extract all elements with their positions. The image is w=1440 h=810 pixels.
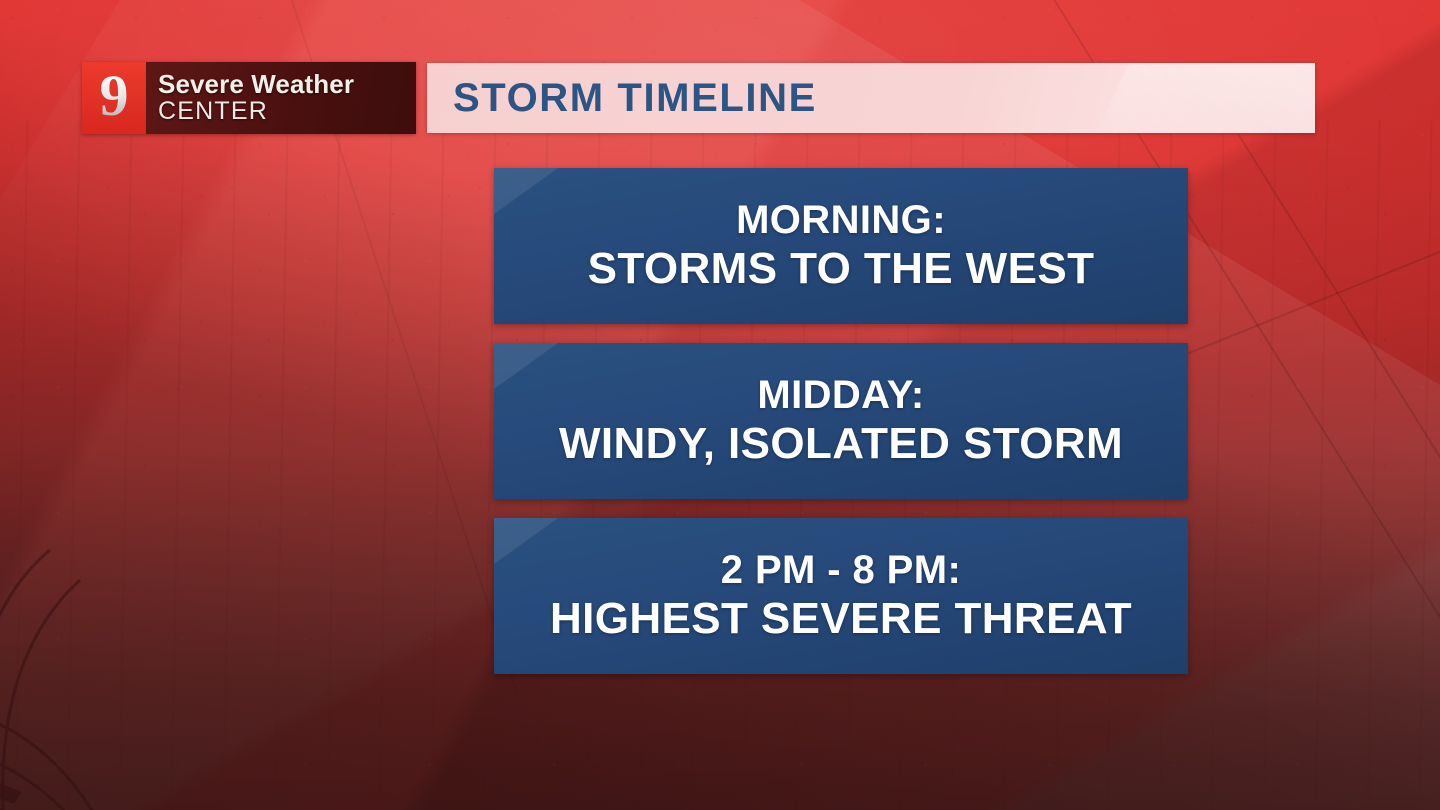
foreground-silhouette-icon [0,548,94,810]
graphic-title-bar: STORM TIMELINE [427,63,1315,133]
timeline-item-forecast: STORMS TO THE WEST [587,243,1095,293]
timeline-item-forecast: WINDY, ISOLATED STORM [558,418,1124,468]
channel-number: 9 [99,63,129,128]
channel-number-badge: 9 [82,62,146,134]
timeline-item-time: 2 PM - 8 PM: [720,548,962,593]
timeline-item-time: MIDDAY: [757,373,925,418]
timeline-item: MIDDAY: WINDY, ISOLATED STORM [494,343,1188,499]
storm-timeline-list: MORNING: STORMS TO THE WEST MIDDAY: WIND… [494,168,1188,674]
station-name-block: Severe Weather CENTER [146,62,416,134]
timeline-item: MORNING: STORMS TO THE WEST [494,168,1188,324]
timeline-item: 2 PM - 8 PM: HIGHEST SEVERE THREAT [494,518,1188,674]
station-name-line2: CENTER [158,96,268,125]
timeline-item-forecast: HIGHEST SEVERE THREAT [549,593,1133,643]
page-title: STORM TIMELINE [453,75,817,120]
timeline-item-time: MORNING: [736,198,946,243]
station-logo-bar: 9 Severe Weather CENTER [82,62,416,134]
station-name-line1: Severe Weather [158,69,355,100]
